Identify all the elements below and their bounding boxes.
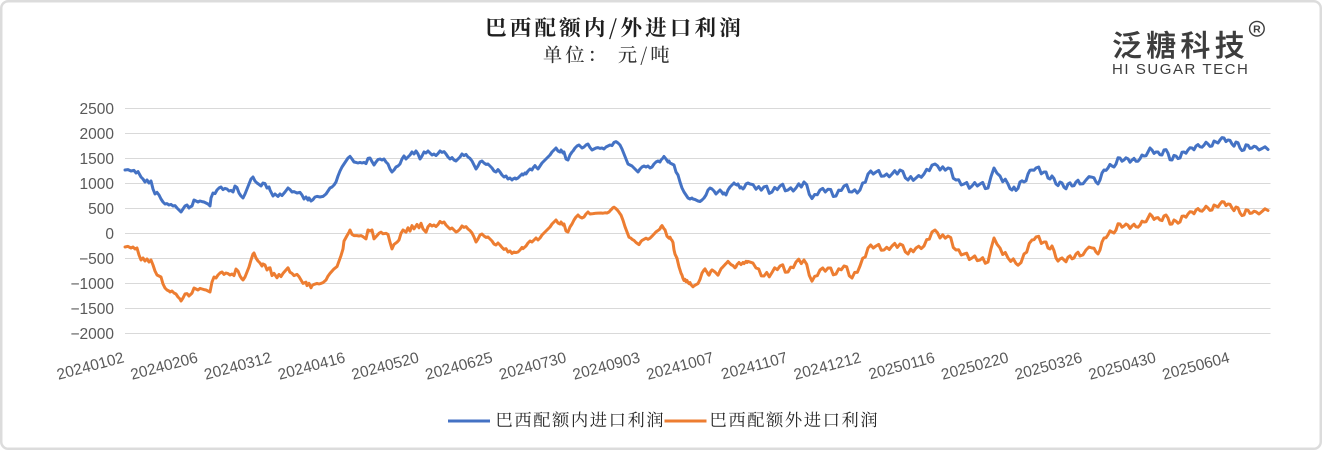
svg-text:2500: 2500	[80, 101, 115, 118]
svg-text:1500: 1500	[80, 151, 115, 168]
svg-text:500: 500	[88, 201, 114, 218]
svg-text:2000: 2000	[80, 126, 115, 143]
svg-text:−500: −500	[79, 251, 114, 268]
svg-text:R: R	[1253, 24, 1261, 36]
svg-text:−2000: −2000	[70, 326, 114, 343]
svg-text:1000: 1000	[80, 176, 115, 193]
svg-text:HI SUGAR TECH: HI SUGAR TECH	[1112, 61, 1249, 78]
svg-text:−1000: −1000	[70, 276, 114, 293]
svg-text:0: 0	[105, 226, 114, 243]
svg-text:−1500: −1500	[70, 301, 114, 318]
